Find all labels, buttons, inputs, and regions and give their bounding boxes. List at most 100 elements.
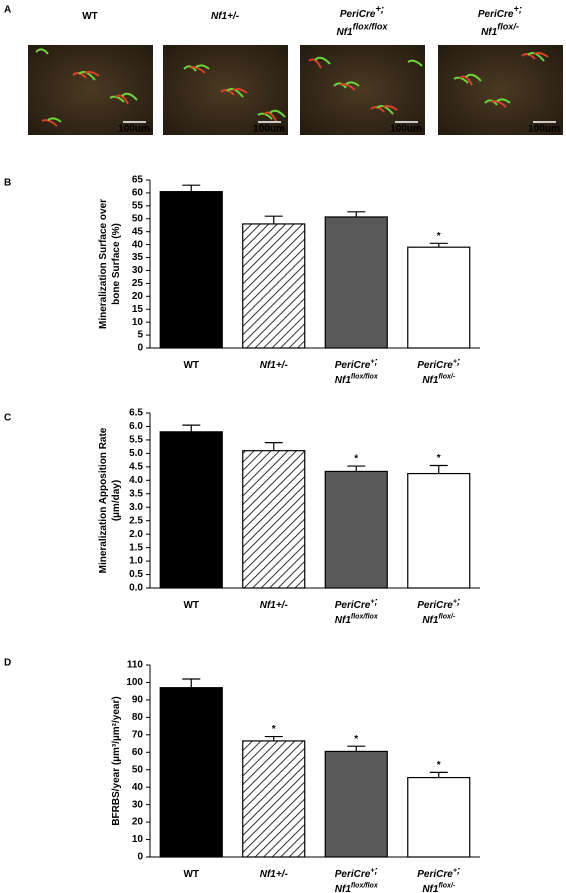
stain [84, 71, 100, 77]
scale-bar-label: 100um [528, 124, 560, 135]
stain [232, 88, 248, 94]
stain [183, 65, 197, 72]
y-tick-label: 3.5 [129, 488, 143, 499]
y-tick-label: 45 [132, 226, 144, 237]
scale-bar-label: 100um [118, 124, 150, 135]
stain [115, 94, 129, 105]
x-tick-label: PeriCre+; Nf1flox/flox [335, 865, 379, 893]
stain [121, 92, 138, 101]
y-tick-label: 4.5 [129, 461, 143, 472]
y-tick-label: 5.0 [129, 448, 143, 459]
significance-mark: * [437, 453, 441, 464]
y-tick-label: 20 [132, 817, 144, 828]
significance-mark: * [354, 454, 358, 465]
x-tick-label: Nf1+/- [260, 600, 289, 611]
y-tick-label: 100 [126, 677, 143, 688]
y-tick-label: 6.5 [129, 408, 143, 419]
y-axis-label-line: bone Surface (%) [111, 223, 122, 305]
significance-mark: * [272, 724, 276, 735]
y-tick-label: 60 [132, 188, 144, 199]
y-tick-label: 0 [137, 343, 143, 354]
y-tick-label: 40 [132, 239, 144, 250]
scale-bar-label: 100um [253, 124, 285, 135]
stain [484, 99, 498, 106]
stain [41, 119, 58, 127]
y-tick-label: 6.0 [129, 421, 143, 432]
column-label: PeriCre+; Nf1flox/flox [337, 4, 389, 38]
bar [159, 191, 223, 349]
stain [263, 111, 277, 122]
bar-chart: C Mineralization Apposition Rate (µm/day) 0… [4, 408, 480, 626]
y-tick-label: 0.5 [129, 569, 143, 580]
y-tick-label: 110 [127, 660, 144, 671]
y-axis-label-line: BFRBS/year (µm³/µm²/year) [111, 696, 122, 825]
significance-mark: * [437, 760, 441, 771]
stain [308, 58, 322, 69]
x-tick-label: Nf1+/- [260, 869, 289, 880]
bar [242, 223, 306, 349]
bar [324, 750, 388, 858]
bar [324, 216, 388, 349]
bar [324, 470, 388, 589]
bar-chart: B Mineralization Surface over bone Surface… [4, 175, 480, 386]
stain [339, 83, 356, 91]
y-tick-label: 70 [132, 729, 144, 740]
y-axis-label-line: Mineralization Surface over [98, 199, 109, 329]
x-tick-label: Nf1+/- [260, 360, 289, 371]
y-tick-label: 30 [132, 265, 144, 276]
y-tick-label: 25 [132, 278, 144, 289]
y-tick-label: 50 [132, 764, 144, 775]
stain [465, 73, 482, 82]
y-tick-label: 50 [132, 213, 144, 224]
y-tick-label: 3.0 [129, 502, 143, 513]
stain [345, 81, 360, 87]
stain [459, 75, 473, 86]
stain [333, 82, 347, 89]
bar [159, 431, 223, 589]
y-tick-label: 4.0 [129, 475, 143, 486]
stain [314, 56, 331, 65]
x-tick-label: PeriCre+; Nf1flox/- [417, 865, 460, 893]
y-tick-label: 0.0 [129, 583, 143, 594]
micrograph [300, 45, 425, 135]
panel-a: A WT 100um Nf1+/- 100um PeriCre+; Nf1flox/flox… [4, 4, 563, 135]
bar [407, 472, 471, 589]
x-tick-label: WT [183, 869, 199, 880]
bar [407, 776, 471, 858]
significance-mark: * [437, 231, 441, 242]
y-tick-label: 65 [132, 175, 144, 186]
y-tick-label: 5.5 [129, 435, 143, 446]
bar-chart: D BFRBS/year (µm³/µm²/year) 0 10 20 30 40 50 60 7… [4, 658, 480, 893]
x-tick-label: PeriCre+; Nf1flox/- [417, 596, 460, 626]
y-tick-label: 80 [132, 712, 144, 723]
y-tick-label: 35 [132, 252, 144, 263]
y-tick-label: 40 [132, 782, 144, 793]
stain [189, 66, 206, 74]
y-axis-label: Mineralization Surface over bone Surface … [98, 199, 122, 329]
x-tick-label: PeriCre+; Nf1flox/flox [335, 356, 379, 386]
stain [195, 64, 210, 70]
panel-label: B [4, 178, 11, 189]
bar [242, 450, 306, 589]
stain [407, 59, 423, 67]
y-tick-label: 15 [132, 304, 144, 315]
column-label: Nf1+/- [211, 11, 240, 22]
y-axis-label-line: Mineralization Apposition Rate [98, 427, 109, 573]
y-tick-label: 30 [132, 799, 144, 810]
y-tick-label: 10 [132, 834, 144, 845]
column-label: WT [82, 11, 98, 22]
scale-bar-label: 100um [390, 124, 422, 135]
bar [242, 740, 306, 858]
y-tick-label: 90 [132, 695, 144, 706]
stain [47, 117, 62, 123]
y-axis-label: Mineralization Apposition Rate (µm/day) [98, 427, 122, 573]
y-tick-label: 60 [132, 747, 144, 758]
y-tick-label: 20 [132, 291, 144, 302]
bar [407, 246, 471, 349]
column-label: PeriCre+; Nf1flox/- [478, 4, 522, 38]
stain [269, 109, 286, 118]
y-tick-label: 0 [137, 852, 143, 863]
stain [490, 100, 507, 108]
